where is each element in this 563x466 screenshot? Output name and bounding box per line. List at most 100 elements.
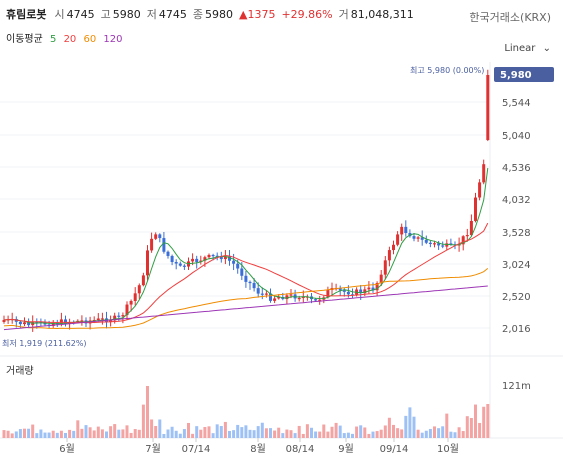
volume-bar <box>195 426 199 438</box>
volume-bar <box>55 432 59 438</box>
volume-bar <box>346 432 350 438</box>
volume-bar <box>64 432 67 438</box>
volume-bar <box>314 431 318 438</box>
volume-bar <box>441 426 445 438</box>
volume-label: 거 <box>338 8 349 21</box>
scale-select-value: Linear <box>504 43 536 54</box>
volume-bar <box>412 416 416 438</box>
candle-body <box>478 182 482 198</box>
candle-body <box>461 236 465 245</box>
volume-bar <box>223 421 227 438</box>
volume-bar <box>367 433 371 438</box>
candle-body <box>178 263 182 266</box>
volume-bar <box>264 428 268 438</box>
volume-bar <box>68 429 72 438</box>
volume-bar <box>387 417 391 438</box>
volume-bar <box>105 431 108 438</box>
volume-bar <box>96 426 100 438</box>
candle-body <box>23 322 26 325</box>
candle-body <box>441 245 445 247</box>
candle-body <box>363 289 367 294</box>
candle-body <box>146 250 149 276</box>
candle-body <box>392 244 395 251</box>
candle-body <box>445 243 449 247</box>
stock-header: 휴림로봇 시 4745 고 5980 저 4745 종 5980 ▲1375 +29.8… <box>6 6 420 22</box>
volume-bar <box>375 431 379 438</box>
candle-body <box>96 318 100 320</box>
volume-bar <box>408 407 412 438</box>
change-pct: +29.86% <box>281 7 333 21</box>
candle-body <box>416 237 420 239</box>
volume-bar <box>6 430 10 438</box>
volume-bar <box>269 428 272 438</box>
candle-body <box>236 263 240 269</box>
volume-bar <box>248 429 252 438</box>
volume-bar <box>465 416 469 438</box>
volume-bar <box>76 420 80 438</box>
volume-bar <box>125 425 129 438</box>
candle-body <box>191 258 195 262</box>
candle-body <box>404 226 408 234</box>
candle-body <box>203 257 207 261</box>
current-price-tag <box>494 67 554 82</box>
open-label: 시 <box>54 8 65 21</box>
candle-body <box>244 275 248 282</box>
volume-title: 거래량 <box>6 365 34 377</box>
volume-bar <box>219 426 223 438</box>
volume-bar <box>469 418 473 438</box>
candle-body <box>297 297 301 300</box>
volume-bar <box>182 429 186 438</box>
volume-bar <box>424 430 428 438</box>
volume-bar <box>215 424 219 438</box>
price-tick-label: 2,520 <box>502 292 531 303</box>
ma-label: 이동평균 <box>6 34 43 45</box>
candle-body <box>150 238 154 251</box>
volume-bar <box>240 427 244 438</box>
volume-bar <box>420 432 424 438</box>
volume-bar <box>166 429 170 438</box>
ma60-line <box>3 268 489 330</box>
candle-body <box>428 242 432 244</box>
time-tick-label: 09/14 <box>380 444 409 455</box>
candle-body <box>314 299 318 301</box>
ma20-label: 20 <box>63 34 77 45</box>
candle-body <box>166 251 170 256</box>
time-tick-label: 9월 <box>338 443 354 455</box>
candle-body <box>113 315 117 321</box>
candle-body <box>433 243 436 245</box>
candle-body <box>269 293 272 301</box>
candle-body <box>240 268 244 276</box>
volume-bar <box>404 415 408 438</box>
current-price-label: 5,980 <box>500 70 532 81</box>
ma5-label: 5 <box>50 34 57 45</box>
candle-body <box>486 75 490 140</box>
price-tick-label: 2,016 <box>502 324 531 335</box>
volume-bar <box>154 425 158 438</box>
candle-body <box>80 320 84 322</box>
candle-body <box>174 262 178 264</box>
ma5-line <box>3 167 489 325</box>
scale-select[interactable]: Linear ⌄ <box>504 43 551 54</box>
volume-bar <box>59 430 63 438</box>
candle-body <box>219 256 223 260</box>
low-label: 저 <box>146 8 157 21</box>
volume-bar <box>486 404 490 438</box>
time-tick-label: 07/14 <box>182 444 211 455</box>
time-tick-label: 7월 <box>145 443 161 455</box>
volume-bar <box>191 433 195 438</box>
volume-bar <box>47 432 51 438</box>
candle-body <box>289 294 293 296</box>
volume-bar <box>338 425 342 438</box>
volume-bar <box>129 432 133 438</box>
candle-body <box>59 319 63 324</box>
time-tick-label: 10월 <box>437 443 459 455</box>
moving-average-legend[interactable]: 이동평균 5 20 60 120 <box>6 30 127 45</box>
candle-body <box>117 315 121 317</box>
ma120-line <box>3 285 488 331</box>
candle-body <box>371 287 375 291</box>
volume-bar <box>396 428 400 438</box>
high-marker: 최고 5,980 (0.00%) <box>410 65 484 75</box>
volume-bar <box>170 426 174 438</box>
volume-bar <box>80 428 84 438</box>
